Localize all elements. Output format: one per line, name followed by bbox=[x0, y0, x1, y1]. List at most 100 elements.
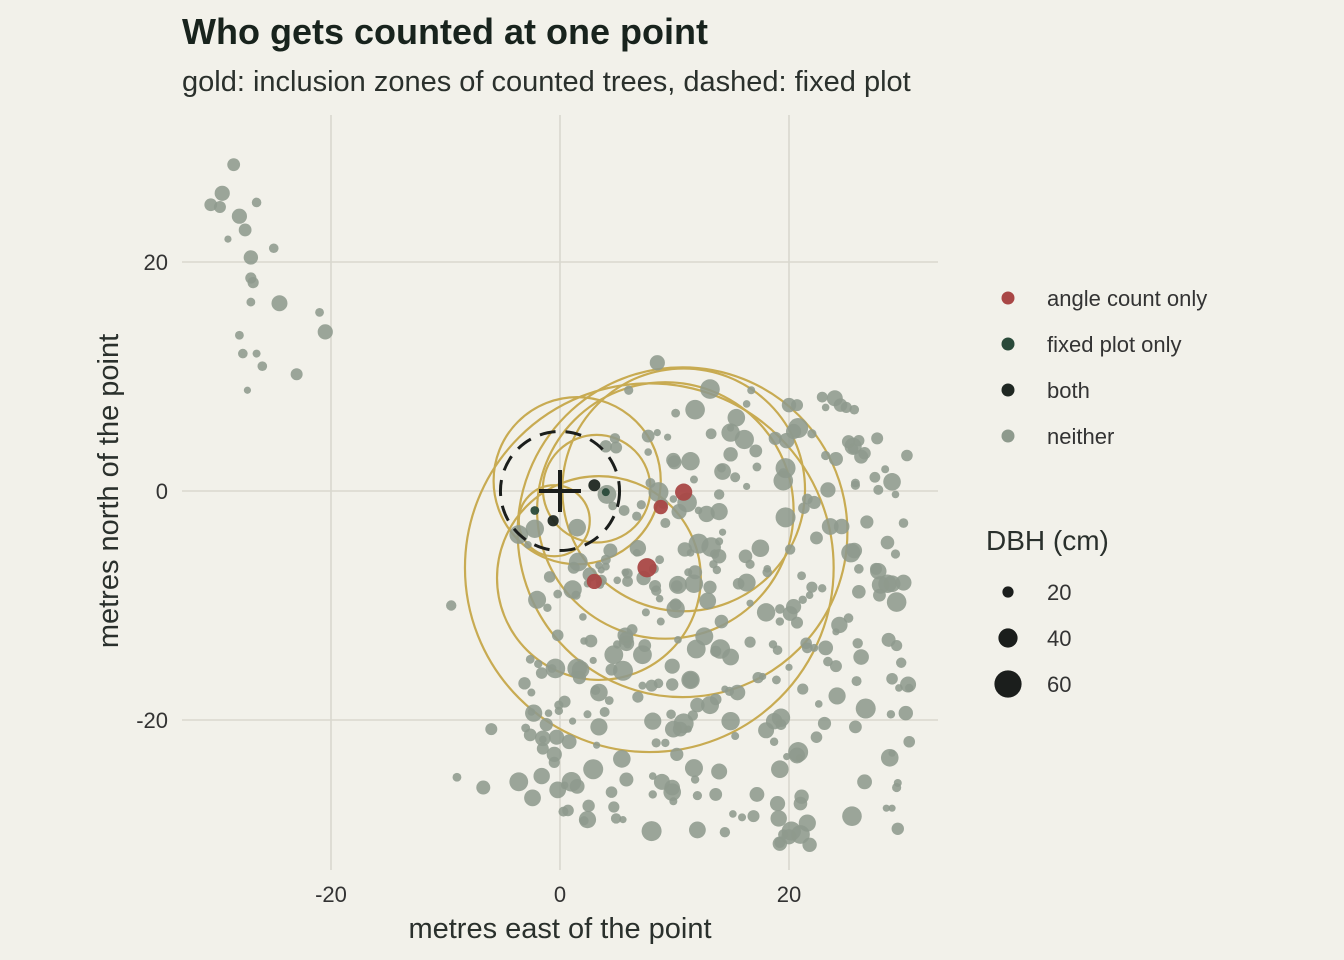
tree-point-neither bbox=[732, 577, 745, 590]
size-legend-key bbox=[998, 628, 1018, 648]
tree-point-neither bbox=[746, 599, 754, 607]
tree-point-neither bbox=[613, 750, 631, 768]
tree-point-neither bbox=[714, 463, 731, 480]
tree-point-neither bbox=[553, 589, 563, 599]
tree-point-neither bbox=[605, 786, 618, 798]
tree-point-neither bbox=[580, 637, 588, 645]
tree-point-neither bbox=[738, 549, 753, 564]
tree-point-neither bbox=[681, 670, 700, 690]
tree-point-neither bbox=[828, 687, 846, 705]
tree-point-neither bbox=[268, 243, 279, 254]
tree-point-neither bbox=[743, 482, 751, 491]
tree-point-neither bbox=[674, 636, 682, 644]
tree-point-neither bbox=[213, 201, 226, 214]
tree-point-neither bbox=[768, 640, 778, 649]
tree-point-neither bbox=[681, 452, 700, 471]
tree-point-neither bbox=[544, 709, 553, 717]
tree-point-neither bbox=[563, 580, 582, 599]
tree-point-neither bbox=[749, 444, 763, 458]
tree-point-neither bbox=[775, 719, 787, 730]
tree-point-angle-count-only bbox=[675, 483, 693, 501]
tree-point-neither bbox=[810, 531, 823, 545]
legend-key-both bbox=[1001, 383, 1015, 397]
tree-point-neither bbox=[775, 458, 796, 479]
tree-point-neither bbox=[810, 731, 823, 743]
tree-point-neither bbox=[805, 591, 814, 599]
tree-point-neither bbox=[699, 592, 717, 610]
tree-point-neither bbox=[648, 790, 657, 799]
tree-point-neither bbox=[842, 806, 862, 826]
tree-point-neither bbox=[738, 813, 747, 822]
tree-point-both bbox=[588, 479, 601, 492]
tree-point-neither bbox=[713, 489, 725, 500]
tree-point-neither bbox=[664, 720, 682, 738]
tree-point-neither bbox=[731, 732, 740, 741]
tree-point-neither bbox=[709, 788, 723, 801]
x-axis-label: metres east of the point bbox=[408, 913, 711, 945]
tree-point-neither bbox=[821, 403, 830, 412]
tree-point-neither bbox=[619, 816, 627, 824]
tree-point-neither bbox=[235, 330, 244, 340]
tree-point-neither bbox=[543, 603, 552, 612]
tree-point-neither bbox=[271, 295, 288, 312]
tree-point-neither bbox=[623, 640, 632, 649]
tree-point-neither bbox=[816, 391, 828, 403]
tree-point-neither bbox=[641, 821, 662, 842]
size-legend-label: 40 bbox=[1047, 626, 1071, 651]
tree-point-neither bbox=[891, 490, 900, 499]
tree-point-neither bbox=[660, 518, 671, 529]
tree-point-neither bbox=[759, 672, 767, 681]
tree-point-neither bbox=[252, 349, 261, 358]
tree-point-neither bbox=[775, 617, 785, 626]
tree-point-neither bbox=[886, 672, 898, 685]
tree-point-neither bbox=[649, 580, 662, 593]
tree-point-angle-count-only bbox=[586, 573, 602, 590]
tree-point-neither bbox=[718, 528, 727, 536]
tree-point-neither bbox=[778, 432, 795, 449]
tree-point-neither bbox=[610, 441, 623, 454]
tree-point-neither bbox=[583, 710, 592, 719]
tree-point-neither bbox=[744, 636, 756, 648]
tree-point-neither bbox=[645, 477, 656, 488]
tree-point-neither bbox=[632, 511, 642, 521]
tree-point-neither bbox=[476, 780, 491, 795]
tree-point-neither bbox=[729, 684, 746, 701]
tree-point-neither bbox=[851, 676, 862, 687]
tree-point-neither bbox=[895, 574, 912, 591]
tree-point-neither bbox=[593, 741, 601, 749]
tree-point-neither bbox=[534, 659, 543, 669]
tree-point-neither bbox=[636, 500, 646, 510]
tree-point-neither bbox=[723, 447, 738, 462]
size-legend: 20 40 60 bbox=[994, 580, 1071, 698]
tree-point-neither bbox=[651, 738, 661, 748]
tree-point-neither bbox=[791, 399, 804, 412]
tree-point-neither bbox=[535, 730, 551, 747]
tree-point-neither bbox=[290, 368, 303, 381]
tree-point-neither bbox=[543, 571, 556, 583]
tree-point-neither bbox=[775, 604, 785, 614]
tree-point-neither bbox=[769, 795, 786, 812]
tree-point-neither bbox=[238, 223, 252, 237]
tree-point-neither bbox=[536, 742, 549, 755]
tree-point-neither bbox=[671, 408, 681, 418]
tree-point-neither bbox=[857, 774, 872, 790]
tree-point-neither bbox=[797, 571, 806, 581]
tree-point-neither bbox=[869, 471, 881, 483]
tree-point-neither bbox=[671, 504, 687, 520]
tree-point-neither bbox=[599, 706, 610, 717]
tree-point-neither bbox=[224, 235, 232, 243]
axis-ticks: -20 0 20 -20 0 20 bbox=[136, 250, 801, 907]
tree-point-neither bbox=[849, 404, 860, 415]
tree-point-neither bbox=[729, 810, 737, 818]
tree-point-neither bbox=[684, 574, 704, 593]
tree-point-neither bbox=[727, 408, 746, 427]
tree-point-neither bbox=[886, 592, 907, 612]
tree-point-neither bbox=[709, 549, 720, 559]
size-legend-key bbox=[1002, 586, 1014, 598]
tree-point-neither bbox=[888, 749, 896, 757]
tree-point-neither bbox=[641, 608, 650, 617]
tree-point-neither bbox=[668, 575, 687, 594]
tree-point-neither bbox=[624, 385, 634, 395]
tree-point-neither bbox=[722, 648, 740, 666]
tree-point-neither bbox=[758, 722, 775, 739]
